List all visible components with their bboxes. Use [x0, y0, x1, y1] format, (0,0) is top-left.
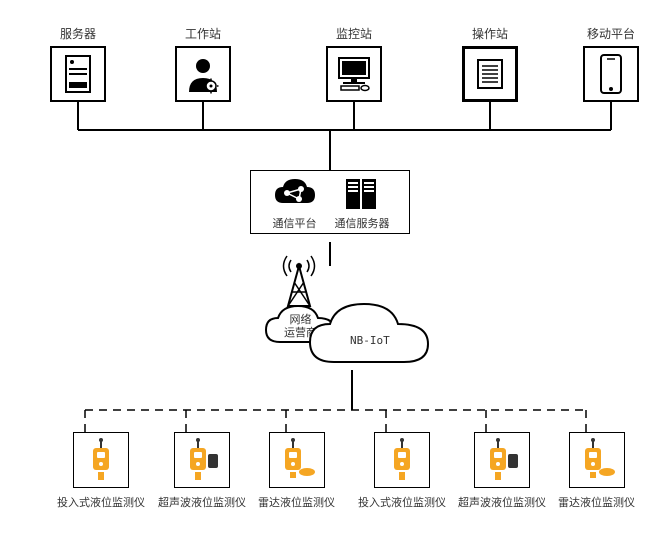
sensor-1-label: 超声波液位监测仪 — [158, 494, 246, 510]
sensor-device-icon — [569, 432, 625, 488]
sensor-5: 雷达液位监测仪 — [558, 432, 635, 510]
sensor-0: 投入式液位监测仪 — [57, 432, 145, 510]
servers-icon — [338, 175, 386, 213]
pc-monitor-icon — [326, 46, 382, 102]
comm-platform-label: 通信平台 — [273, 215, 317, 231]
sensor-3-label: 投入式液位监测仪 — [358, 494, 446, 510]
sensor-4-label: 超声波液位监测仪 — [458, 494, 546, 510]
node-mobile: 移动平台 — [583, 25, 639, 102]
sensor-device-icon — [474, 432, 530, 488]
sensor-device-icon — [73, 432, 129, 488]
node-monitor: 监控站 — [326, 25, 382, 102]
sensor-device-icon — [174, 432, 230, 488]
phone-icon — [583, 46, 639, 102]
sensor-2-label: 雷达液位监测仪 — [258, 494, 335, 510]
sensor-1: 超声波液位监测仪 — [158, 432, 246, 510]
sensor-4: 超声波液位监测仪 — [458, 432, 546, 510]
label-operator: 操作站 — [472, 25, 508, 42]
node-operator: 操作站 — [462, 25, 518, 102]
node-workstation: 工作站 — [175, 25, 231, 102]
sensor-3: 投入式液位监测仪 — [358, 432, 446, 510]
sensor-0-label: 投入式液位监测仪 — [57, 494, 145, 510]
sensor-5-label: 雷达液位监测仪 — [558, 494, 635, 510]
server-icon — [50, 46, 106, 102]
label-monitor: 监控站 — [336, 25, 372, 42]
comm-block: 通信平台 通信服务器 — [250, 170, 410, 234]
sensor-device-icon — [374, 432, 430, 488]
panel-icon — [462, 46, 518, 102]
cloud-network-icon — [271, 175, 319, 213]
node-server: 服务器 — [50, 25, 106, 102]
sensor-2: 雷达液位监测仪 — [258, 432, 335, 510]
label-server: 服务器 — [60, 25, 96, 42]
comm-server-label: 通信服务器 — [335, 215, 390, 231]
label-workstation: 工作站 — [185, 25, 221, 42]
sensor-device-icon — [269, 432, 325, 488]
cloud-nbiot-label: NB-IoT — [350, 334, 390, 347]
label-mobile: 移动平台 — [587, 25, 635, 42]
comm-server: 通信服务器 — [327, 171, 398, 233]
comm-platform: 通信平台 — [263, 171, 327, 233]
person-gear-icon — [175, 46, 231, 102]
